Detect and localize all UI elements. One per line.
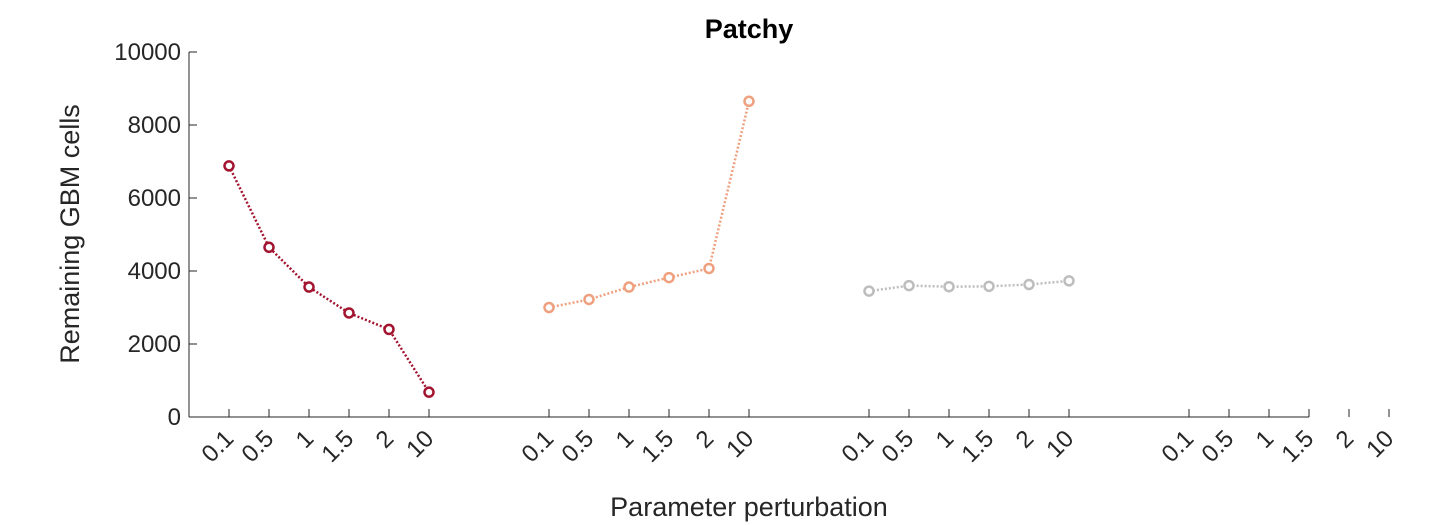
data-point xyxy=(943,280,955,293)
x-tick-label: 10 xyxy=(401,425,439,463)
data-point xyxy=(623,281,635,293)
series-line xyxy=(548,100,751,309)
series-layer xyxy=(223,95,1075,398)
x-tick-label: 2 xyxy=(691,425,720,454)
x-tick-label: 2 xyxy=(371,425,400,454)
data-point xyxy=(223,160,235,172)
data-point xyxy=(863,285,875,297)
y-tick-label: 8000 xyxy=(128,112,181,139)
series-line xyxy=(227,165,431,393)
x-tick-label: 0.5 xyxy=(557,425,600,468)
x-tick-label: 0.5 xyxy=(877,425,920,468)
data-point xyxy=(423,386,435,398)
x-tick-label: 1.5 xyxy=(1277,425,1320,468)
x-tick-label: 1 xyxy=(611,425,640,454)
data-point xyxy=(583,293,595,306)
data-point xyxy=(263,241,275,254)
chart-title: Patchy xyxy=(705,14,794,44)
y-tick-label: 2000 xyxy=(128,331,181,358)
y-tick-label: 4000 xyxy=(128,258,181,285)
data-point xyxy=(983,280,995,293)
series-1 xyxy=(543,95,755,314)
x-axis: 0.10.5 11.5 2 10 0.10.5 11.5 2 10 0.10.5 11.5 2 10 0… xyxy=(189,409,1399,468)
data-point xyxy=(1063,275,1075,287)
x-tick-label: 10 xyxy=(721,425,759,463)
x-tick-label: 0.1 xyxy=(197,425,240,468)
x-tick-label: 0.5 xyxy=(237,425,280,468)
series-2 xyxy=(863,275,1075,297)
x-tick-label: 1.5 xyxy=(317,425,360,468)
data-point xyxy=(343,307,355,319)
data-point xyxy=(383,323,395,336)
x-tick-label: 10 xyxy=(1041,425,1079,463)
x-axis-label: Parameter perturbation xyxy=(610,492,888,522)
data-point xyxy=(303,281,315,293)
series-line xyxy=(868,279,1070,293)
x-tick-label: 0.1 xyxy=(517,425,560,468)
x-tick-label: 0.1 xyxy=(837,425,880,468)
x-tick-label: 1.5 xyxy=(957,425,1000,468)
data-point xyxy=(663,271,675,284)
x-tick-label: 2 xyxy=(1331,425,1360,454)
data-point xyxy=(543,301,555,314)
x-tick-label: 1 xyxy=(291,425,320,454)
x-tick-label: 2 xyxy=(1011,425,1040,454)
y-tick-label: 10000 xyxy=(114,39,181,66)
series-0 xyxy=(223,160,435,398)
y-axis: 0 2000 4000 6000 8000 10000 xyxy=(114,39,197,431)
x-tick-label: 1 xyxy=(1251,425,1280,454)
y-axis-label: Remaining GBM cells xyxy=(55,104,85,364)
y-tick-label: 0 xyxy=(168,404,181,431)
data-point xyxy=(703,262,715,275)
x-tick-label: 1.5 xyxy=(637,425,680,468)
x-tick-label: 10 xyxy=(1361,425,1399,463)
y-tick-label: 6000 xyxy=(128,185,181,212)
data-point xyxy=(1023,278,1035,291)
x-tick-label: 1 xyxy=(931,425,960,454)
data-point xyxy=(903,279,915,292)
data-point xyxy=(743,95,755,108)
x-tick-label: 0.1 xyxy=(1157,425,1200,468)
x-tick-label: 0.5 xyxy=(1197,425,1240,468)
